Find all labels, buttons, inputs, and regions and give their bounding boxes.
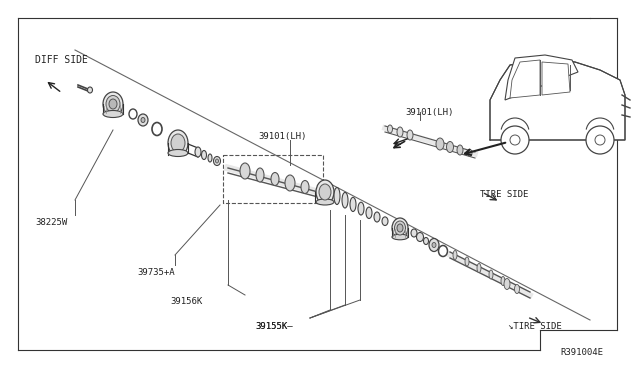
Ellipse shape: [504, 279, 510, 289]
Ellipse shape: [141, 118, 145, 122]
Ellipse shape: [168, 130, 188, 156]
Ellipse shape: [106, 96, 120, 112]
Ellipse shape: [214, 157, 221, 166]
Ellipse shape: [515, 285, 520, 294]
Text: 38225W: 38225W: [35, 218, 67, 227]
Ellipse shape: [316, 199, 334, 205]
Ellipse shape: [168, 150, 188, 157]
Text: 39155K—: 39155K—: [255, 322, 292, 331]
Text: 39155K: 39155K: [255, 322, 287, 331]
Ellipse shape: [397, 127, 403, 137]
Ellipse shape: [387, 125, 392, 133]
Ellipse shape: [319, 184, 331, 200]
Ellipse shape: [342, 192, 348, 208]
Ellipse shape: [392, 218, 408, 238]
Ellipse shape: [285, 175, 295, 191]
Ellipse shape: [465, 257, 469, 266]
Circle shape: [510, 135, 520, 145]
Ellipse shape: [468, 150, 472, 157]
Text: DIFF SIDE: DIFF SIDE: [35, 55, 88, 65]
Ellipse shape: [316, 180, 334, 204]
Ellipse shape: [138, 114, 148, 126]
Ellipse shape: [501, 276, 505, 285]
Ellipse shape: [171, 134, 185, 152]
Bar: [223, 155, 323, 203]
Ellipse shape: [103, 92, 123, 116]
Ellipse shape: [457, 145, 463, 155]
Text: ↘TIRE SIDE: ↘TIRE SIDE: [508, 322, 562, 331]
Ellipse shape: [208, 154, 212, 162]
Ellipse shape: [216, 159, 218, 163]
Text: R391004E: R391004E: [560, 348, 603, 357]
Polygon shape: [505, 55, 578, 100]
Polygon shape: [510, 60, 540, 98]
Ellipse shape: [429, 238, 439, 251]
Ellipse shape: [394, 221, 406, 235]
Circle shape: [595, 135, 605, 145]
Ellipse shape: [436, 138, 444, 150]
Polygon shape: [542, 62, 570, 95]
Ellipse shape: [392, 234, 408, 240]
Ellipse shape: [103, 110, 123, 118]
Text: 39101(LH): 39101(LH): [405, 108, 453, 117]
Ellipse shape: [447, 141, 454, 153]
Ellipse shape: [195, 147, 201, 157]
Ellipse shape: [240, 163, 250, 179]
Ellipse shape: [489, 270, 493, 279]
Ellipse shape: [88, 87, 93, 93]
Ellipse shape: [202, 151, 207, 160]
Ellipse shape: [411, 229, 417, 237]
Ellipse shape: [256, 168, 264, 182]
Text: TIRE SIDE: TIRE SIDE: [480, 190, 529, 199]
Ellipse shape: [366, 207, 372, 218]
Circle shape: [586, 126, 614, 154]
Ellipse shape: [424, 237, 429, 244]
Ellipse shape: [301, 180, 309, 193]
Ellipse shape: [334, 187, 340, 205]
Text: 39735+A: 39735+A: [137, 268, 175, 277]
Ellipse shape: [382, 217, 388, 225]
Circle shape: [501, 126, 529, 154]
Ellipse shape: [271, 173, 279, 186]
Ellipse shape: [432, 243, 436, 247]
Ellipse shape: [417, 232, 424, 241]
Ellipse shape: [407, 130, 413, 140]
Ellipse shape: [358, 202, 364, 215]
Text: 39156K: 39156K: [170, 297, 202, 306]
Ellipse shape: [109, 99, 117, 109]
Ellipse shape: [374, 212, 380, 222]
Ellipse shape: [397, 224, 403, 232]
Polygon shape: [490, 60, 625, 140]
Ellipse shape: [350, 197, 356, 212]
Ellipse shape: [453, 250, 457, 260]
Ellipse shape: [477, 263, 481, 273]
Text: 39101(LH): 39101(LH): [258, 132, 307, 141]
